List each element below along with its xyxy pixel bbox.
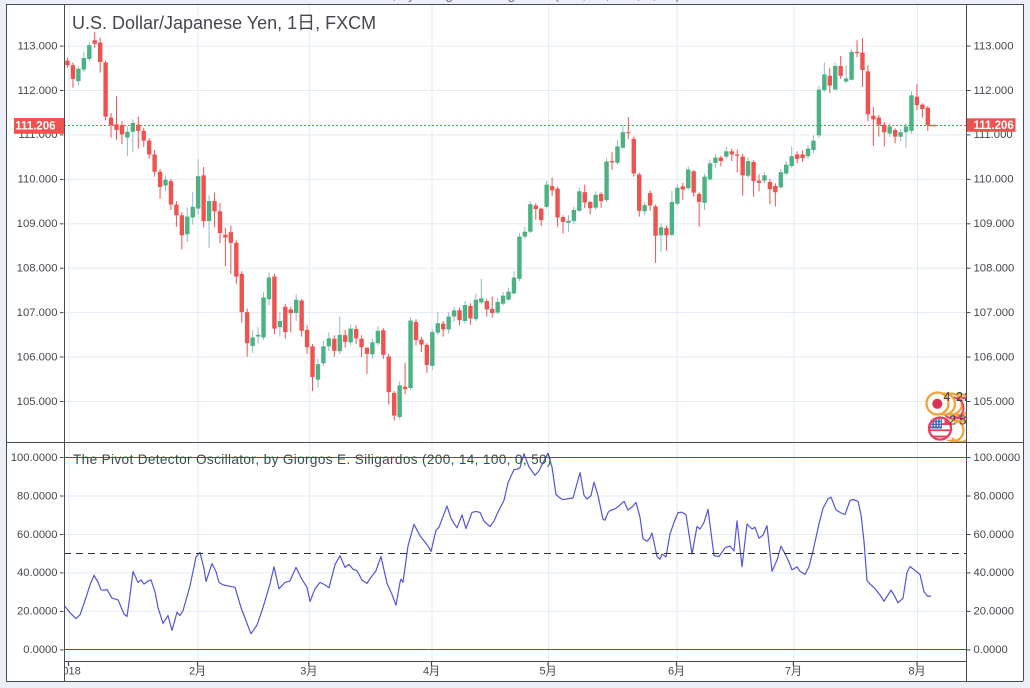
svg-text:109.000: 109.000	[974, 218, 1015, 230]
svg-text:20.0000: 20.0000	[974, 606, 1014, 618]
svg-text:5: 5	[960, 413, 967, 427]
svg-text:111.206: 111.206	[974, 120, 1014, 132]
svg-text:106.000: 106.000	[17, 351, 58, 363]
svg-text:4月: 4月	[423, 666, 440, 678]
svg-text:0.0000: 0.0000	[23, 644, 57, 656]
svg-text:113.000: 113.000	[974, 40, 1014, 52]
svg-text:2018: 2018	[56, 666, 80, 678]
svg-text:2: 2	[956, 390, 963, 404]
svg-text:112.000: 112.000	[974, 85, 1014, 97]
svg-text:112.000: 112.000	[18, 85, 58, 97]
svg-text:100.0000: 100.0000	[974, 452, 1021, 464]
svg-text:107.000: 107.000	[974, 307, 1015, 319]
svg-text:0.0000: 0.0000	[974, 644, 1008, 656]
svg-text:105.000: 105.000	[17, 396, 58, 408]
svg-text:2月: 2月	[189, 666, 206, 678]
svg-text:2: 2	[949, 413, 956, 427]
svg-text:20.0000: 20.0000	[17, 606, 57, 618]
svg-text:80.0000: 80.0000	[974, 490, 1014, 502]
svg-text:40.0000: 40.0000	[17, 567, 57, 579]
svg-text:107.000: 107.000	[17, 307, 58, 319]
svg-text:7月: 7月	[785, 666, 802, 678]
svg-text:U.S. Dollar/Japanese Yen, 1日,: U.S. Dollar/Japanese Yen, 1日, FXCM	[72, 13, 376, 33]
svg-text:2: 2	[964, 390, 971, 404]
svg-text:105.000: 105.000	[974, 396, 1015, 408]
svg-text:109.000: 109.000	[17, 218, 58, 230]
svg-text:113.000: 113.000	[18, 40, 58, 52]
svg-text:60.0000: 60.0000	[974, 529, 1014, 541]
svg-text:40.0000: 40.0000	[974, 567, 1014, 579]
svg-text:100.0000: 100.0000	[11, 452, 58, 464]
svg-text:The Pivot Detector Oscillator,: The Pivot Detector Oscillator, by Giorgo…	[73, 452, 552, 467]
svg-text:110.000: 110.000	[18, 174, 58, 186]
svg-text:106.000: 106.000	[974, 351, 1015, 363]
svg-text:108.000: 108.000	[17, 263, 58, 275]
svg-text:80.0000: 80.0000	[17, 490, 57, 502]
svg-text:8月: 8月	[908, 666, 925, 678]
svg-text:5月: 5月	[540, 666, 557, 678]
svg-text:110.000: 110.000	[974, 174, 1014, 186]
svg-text:The Pivot Detector Oscillator,: The Pivot Detector Oscillator, by Giorgo…	[215, 0, 680, 2]
svg-text:3月: 3月	[300, 666, 317, 678]
svg-text:111.000: 111.000	[974, 129, 1013, 141]
svg-text:111.206: 111.206	[15, 120, 55, 132]
svg-text:60.0000: 60.0000	[17, 529, 57, 541]
svg-text:6月: 6月	[668, 666, 685, 678]
svg-text:4: 4	[944, 390, 951, 404]
svg-text:108.000: 108.000	[974, 263, 1015, 275]
